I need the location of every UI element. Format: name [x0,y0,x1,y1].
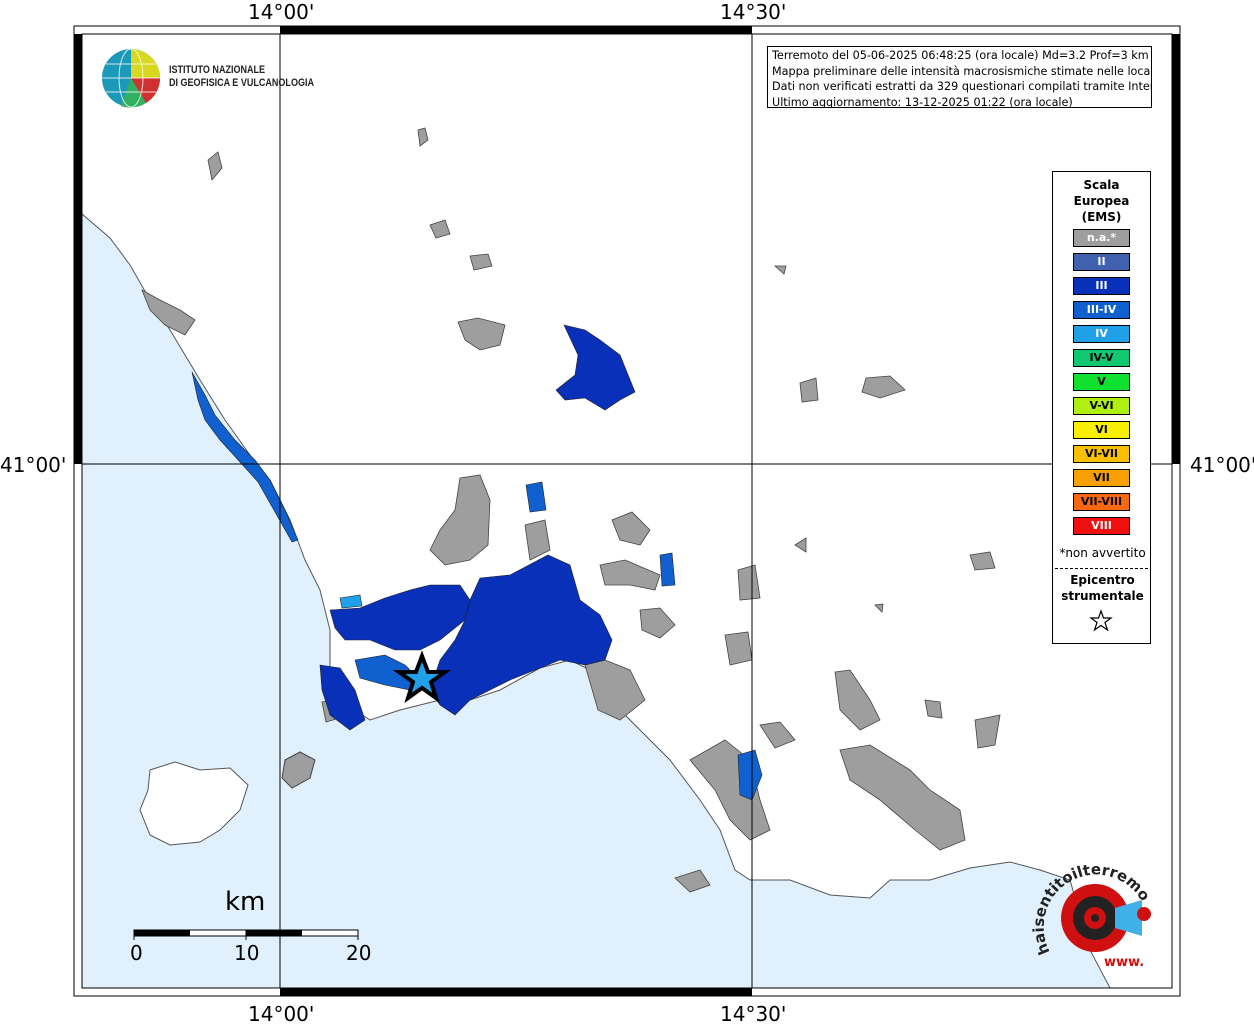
ingv-logo: ISTITUTO NAZIONALE DI GEOFISICA E VULCAN… [101,48,331,108]
scale-bar: km 0 10 20 [130,885,372,965]
coast-strip-iii-iv [191,371,299,543]
zone-iii-north [555,324,636,411]
scale-bar-graphic [133,929,359,940]
scale-label-20: 20 [346,941,372,965]
epicentre-star [392,650,452,704]
info-line3: Dati non verificati estratti da 329 ques… [772,80,1152,93]
info-box: Terremoto del 05-06-2025 06:48:25 (ora l… [767,46,1152,108]
legend-epicentre: Epicentro strumentale [1061,573,1144,603]
procida [281,751,316,789]
legend-item-viii: VIII [1073,517,1130,535]
scale-label-0: 0 [130,941,143,965]
logo-line2: DI GEOFISICA E VULCANOLOGIA [169,77,314,89]
legend-item-iv-v: IV-V [1073,349,1130,367]
legend-item-v-vi: V-VI [1073,397,1130,415]
coord-top-right: 14°30' [720,0,787,24]
info-line2: Mappa preliminare delle intensità macros… [772,64,1152,78]
coord-left-lat: 41°00' [0,453,67,477]
legend-item-vii-viii: VII-VIII [1073,493,1130,511]
graticule [82,34,1172,988]
legend-item-na: n.a.* [1073,229,1130,247]
legend-item-iii-iv: III-IV [1073,301,1130,319]
zone-iii-iv-east [659,552,676,587]
legend-item-ii: II [1073,253,1130,271]
legend-item-v: V [1073,373,1130,391]
coord-bottom-left: 14°00' [248,1002,315,1026]
legend-item-vi-vii: VI-VII [1073,445,1130,463]
globe-icon [102,48,161,108]
coord-top-left: 14°00' [248,0,315,24]
coord-right-lat: 41°00' [1190,453,1254,477]
info-line1: Terremoto del 05-06-2025 06:48:25 (ora l… [772,49,1149,62]
legend: Scala Europea (EMS) n.a.* II III III-IV IV IV… [1052,171,1151,644]
logo-line1: ISTITUTO NAZIONALE [169,64,266,76]
coord-bottom-right: 14°30' [720,1002,787,1026]
zone-iii-bacoli [319,664,366,731]
frame-bars [74,26,1180,996]
haisentito-prefix: www. [1104,955,1144,970]
info-line4: Ultimo aggiornamento: 13-12-2025 01:22 (… [772,95,1073,108]
zone-iv-small [339,594,363,609]
municipalities-na [141,127,1001,893]
legend-separator [1055,568,1148,569]
scale-label-10: 10 [234,941,260,965]
ischia-island [139,761,249,846]
legend-item-vi: VI [1073,421,1130,439]
legend-title: Scala Europea (EMS) [1073,178,1130,224]
legend-item-iv: IV [1073,325,1130,343]
scale-title: km [225,887,266,917]
zone-iii-west [329,584,471,651]
legend-item-iii: III [1073,277,1130,295]
star-icon [1089,609,1113,632]
legend-note: *non avvertito [1059,546,1146,560]
zone-iii-naples [429,554,613,716]
legend-item-vii: VII [1073,469,1130,487]
haisentito-logo: haisentitoilterremoto.it www. [1030,862,1154,970]
zone-iii-iv-small [525,481,547,513]
